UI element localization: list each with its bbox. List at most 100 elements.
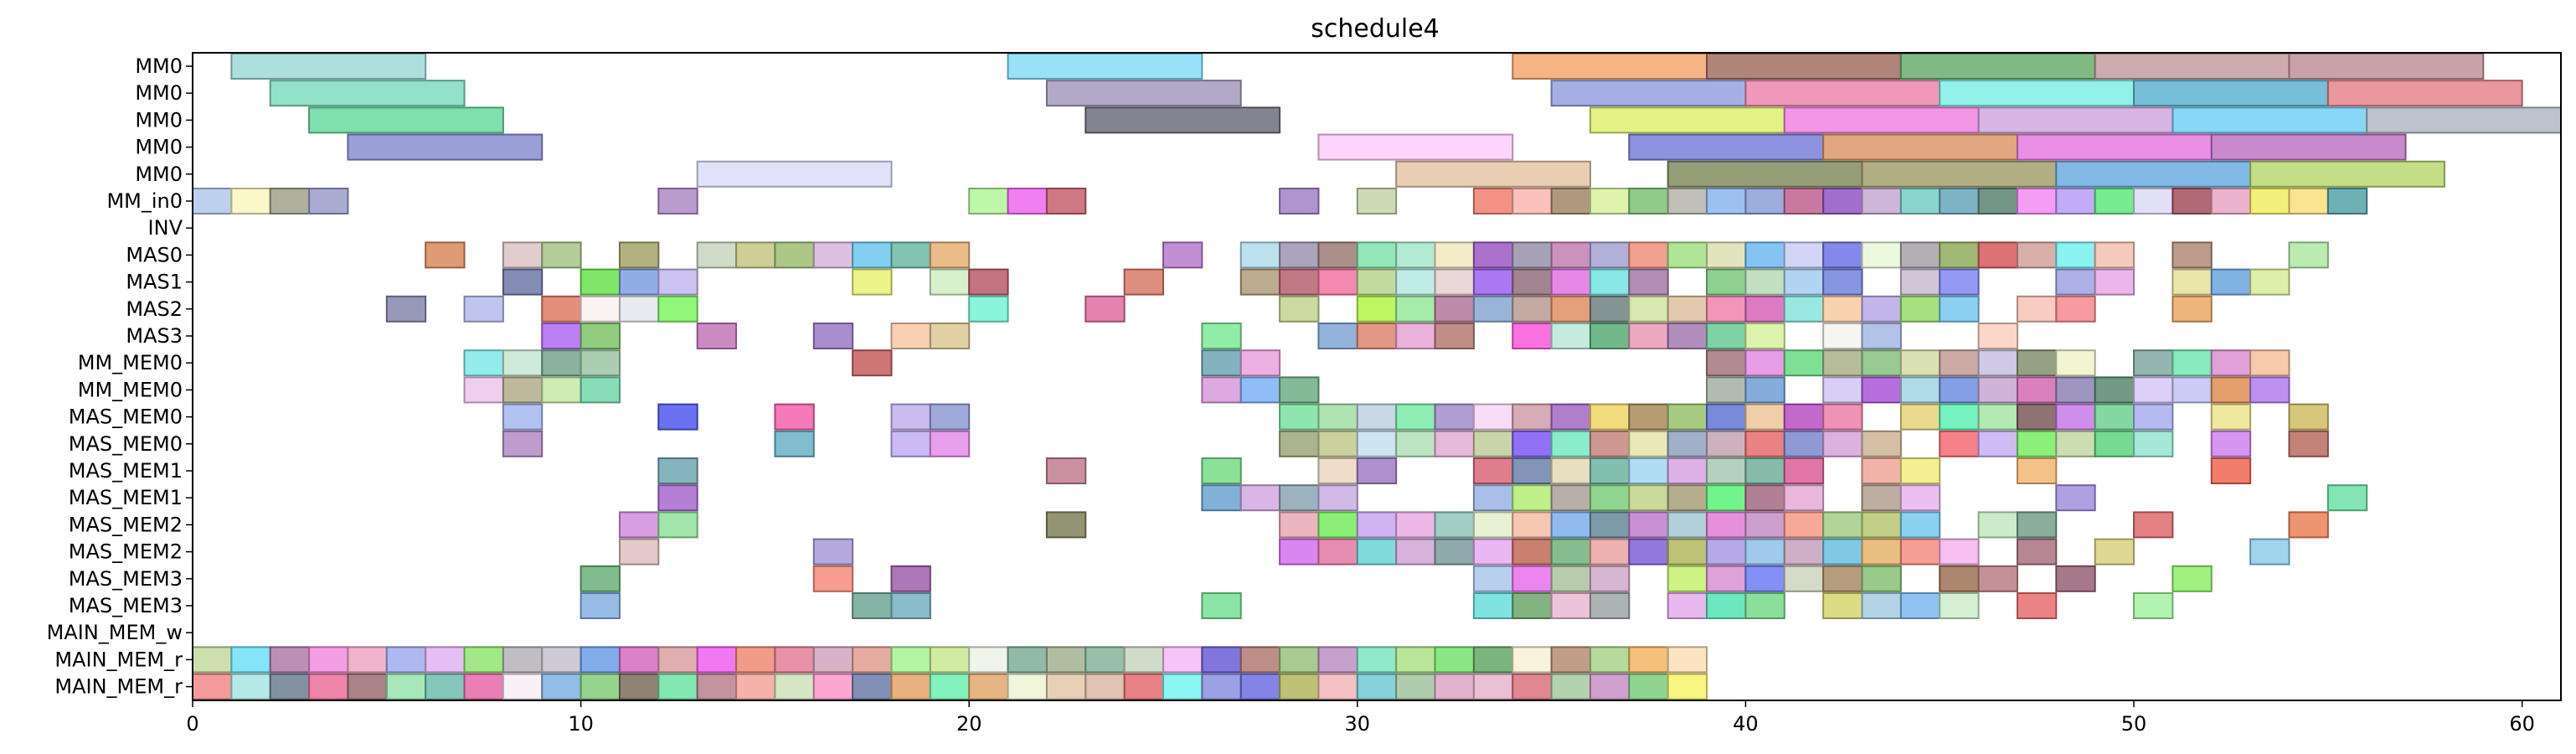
task-bar	[2210, 188, 2252, 214]
task-bar	[2055, 268, 2096, 296]
task-bar	[541, 673, 582, 700]
task-bar	[696, 160, 893, 188]
task-bar	[541, 295, 582, 323]
task-bar	[1899, 53, 2096, 80]
task-bar	[1279, 538, 1320, 566]
task-bar	[1512, 457, 1553, 484]
task-bar	[1822, 133, 2018, 161]
task-bar	[1706, 538, 1747, 566]
task-bar	[230, 673, 271, 700]
task-bar	[1628, 673, 1669, 700]
task-bar	[1628, 188, 1669, 214]
task-bar	[1628, 241, 1669, 269]
task-bar	[1783, 241, 1825, 269]
task-bar	[1706, 376, 1747, 404]
task-bar	[2016, 188, 2058, 214]
task-bar	[1628, 268, 1669, 296]
task-bar	[2249, 376, 2290, 404]
task-bar	[580, 376, 621, 404]
task-bar	[1512, 484, 1553, 512]
task-bar	[1822, 538, 1863, 566]
y-tick-label: MAS0	[126, 243, 183, 266]
task-bar	[1084, 673, 1126, 700]
task-bar	[1899, 188, 1941, 214]
task-bar	[929, 403, 971, 431]
task-bar	[1123, 646, 1165, 674]
task-bar	[2172, 565, 2213, 592]
task-bar	[1628, 430, 1669, 457]
task-bar	[852, 241, 893, 269]
task-bar	[774, 646, 815, 674]
task-bars	[192, 53, 2563, 700]
task-bar	[1356, 323, 1398, 349]
task-bar	[1667, 538, 1708, 566]
task-bar	[1589, 484, 1631, 512]
task-bar	[1201, 376, 1242, 404]
x-tick-label: 30	[1345, 712, 1371, 736]
task-bar	[502, 349, 544, 377]
task-bar	[774, 241, 815, 269]
task-bar	[1512, 565, 1553, 592]
task-bar	[2133, 430, 2174, 457]
task-bar	[541, 646, 582, 674]
task-bar	[696, 673, 738, 700]
task-bar	[852, 673, 893, 700]
task-bar	[308, 188, 349, 214]
task-bar	[1861, 160, 2058, 188]
task-bar	[1317, 241, 1358, 269]
y-tick-label: MAIN_MEM_r	[54, 648, 183, 671]
task-bar	[696, 646, 738, 674]
task-bar	[2210, 457, 2252, 484]
task-bar	[2249, 268, 2290, 296]
task-bar	[580, 673, 621, 700]
task-bar	[1434, 241, 1475, 269]
y-tick-label: MM_MEM0	[78, 351, 183, 374]
task-bar	[385, 646, 427, 674]
task-bar	[1472, 457, 1514, 484]
task-bar	[2094, 53, 2290, 80]
x-tick-label: 40	[1733, 712, 1759, 736]
task-bar	[1434, 430, 1475, 457]
task-bar	[2094, 430, 2136, 457]
task-bar	[890, 403, 931, 431]
task-bar	[2055, 376, 2096, 404]
task-bar	[463, 673, 504, 700]
task-bar	[1706, 188, 1747, 214]
task-bar	[1550, 538, 1591, 566]
task-bar	[1667, 565, 1708, 592]
task-bar	[463, 295, 504, 323]
task-bar	[2055, 241, 2096, 269]
task-bar	[2172, 268, 2213, 296]
task-bar	[2094, 188, 2136, 214]
task-bar	[1783, 457, 1825, 484]
task-bar	[657, 457, 698, 484]
task-bar	[1434, 538, 1475, 566]
task-bar	[1550, 673, 1591, 700]
task-bar	[2133, 188, 2174, 214]
task-bar	[1512, 403, 1553, 431]
task-bar	[1395, 295, 1436, 323]
task-bar	[1899, 484, 1941, 512]
task-bar	[1783, 349, 1825, 377]
task-bar	[774, 430, 815, 457]
x-axis: 0 10 20 30 40 50 60	[186, 700, 2535, 736]
task-bar	[2094, 268, 2136, 296]
task-bar	[1744, 430, 1785, 457]
task-bar	[1317, 323, 1358, 349]
task-bar	[852, 349, 893, 377]
task-bar	[1667, 188, 1708, 214]
task-bar	[1744, 457, 1785, 484]
y-axis-labels: MM0 MM0 MM0 MM0 MM0 MM_in0 INV MAS0 MAS1 MAS2 MAS3…	[47, 54, 193, 699]
task-bar	[1628, 403, 1669, 431]
task-bar	[1939, 565, 1980, 592]
task-bar	[2016, 295, 2058, 323]
task-bar	[1977, 430, 2018, 457]
task-bar	[2016, 592, 2058, 619]
task-bar	[890, 565, 931, 592]
task-bar	[541, 241, 582, 269]
plot-frame	[192, 52, 2562, 701]
task-bar	[1628, 484, 1669, 512]
task-bar	[1317, 511, 1358, 539]
task-bar	[1434, 403, 1475, 431]
task-bar	[269, 673, 311, 700]
